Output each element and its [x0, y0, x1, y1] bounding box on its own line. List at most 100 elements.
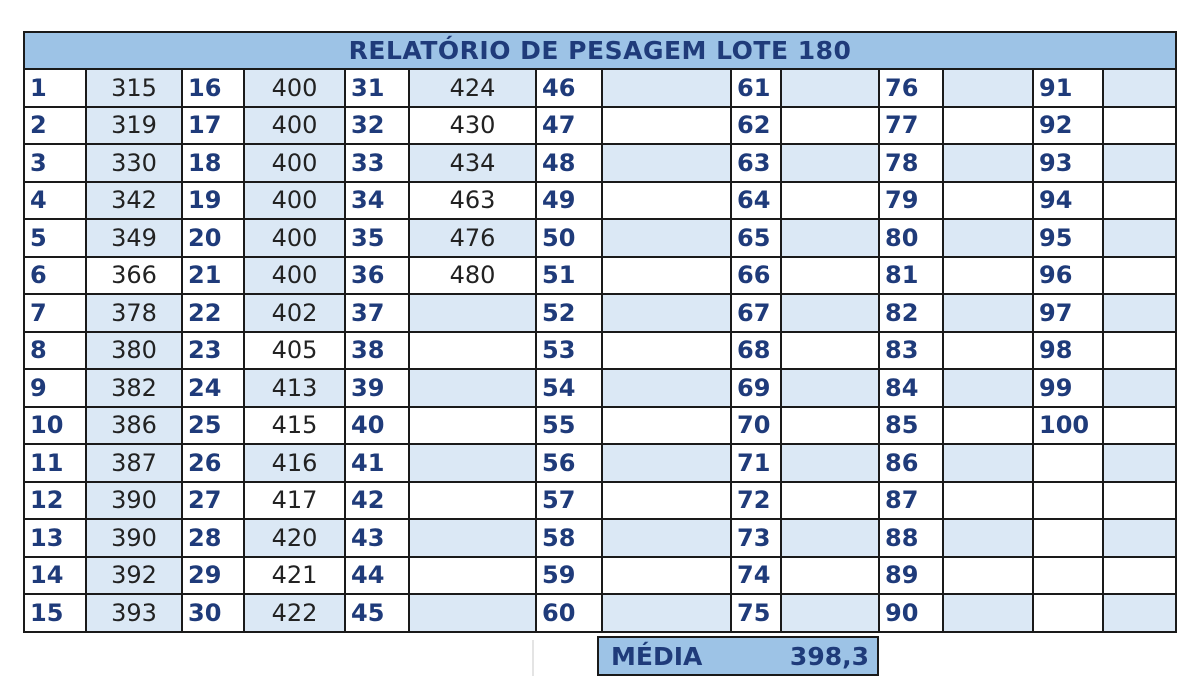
- row-number-cell: 26: [181, 443, 245, 483]
- row-number-cell: 63: [730, 143, 782, 183]
- weight-cell: 480: [408, 255, 537, 295]
- weight-cell: 424: [408, 68, 537, 108]
- weight-cell: [780, 255, 880, 295]
- weight-cell: 400: [243, 143, 346, 183]
- weight-cell: [1101, 105, 1178, 145]
- row-number-cell: [1032, 518, 1104, 558]
- row-number-cell: 87: [878, 480, 944, 520]
- row-number-cell: 3: [23, 143, 87, 183]
- weight-cell: [408, 330, 537, 370]
- row-number-cell: 83: [878, 330, 944, 370]
- weight-cell: [942, 255, 1034, 295]
- row-number-cell: 20: [181, 218, 245, 258]
- weight-cell: [780, 368, 880, 408]
- weight-cell: [942, 180, 1034, 220]
- row-number-cell: 44: [344, 555, 410, 595]
- row-number-cell: 1: [23, 68, 87, 108]
- row-number-cell: 9: [23, 368, 87, 408]
- weight-cell: [601, 480, 732, 520]
- row-number-cell: 15: [23, 593, 87, 633]
- row-number-cell: 11: [23, 443, 87, 483]
- weight-cell: 400: [243, 180, 346, 220]
- row-number-cell: 24: [181, 368, 245, 408]
- row-number-cell: 55: [535, 405, 603, 445]
- weight-cell: [1101, 368, 1178, 408]
- weight-cell: [942, 330, 1034, 370]
- row-number-cell: 60: [535, 593, 603, 633]
- table-row: 15 393 30 422 45 60 75 90: [23, 593, 1178, 633]
- weight-cell: 366: [85, 255, 183, 295]
- row-number-cell: 22: [181, 293, 245, 333]
- row-number-cell: 18: [181, 143, 245, 183]
- weight-cell: [942, 518, 1034, 558]
- weight-cell: [601, 143, 732, 183]
- weight-cell: [1101, 180, 1178, 220]
- row-number-cell: [1032, 593, 1104, 633]
- row-number-cell: 58: [535, 518, 603, 558]
- table-row: 10 386 25 415 40 55 70 85 100: [23, 405, 1178, 445]
- row-number-cell: 62: [730, 105, 782, 145]
- weight-cell: [408, 518, 537, 558]
- weight-cell: [601, 218, 732, 258]
- weight-cell: [408, 368, 537, 408]
- weight-cell: [1101, 143, 1178, 183]
- weight-cell: [942, 143, 1034, 183]
- row-number-cell: 94: [1032, 180, 1104, 220]
- weight-cell: [780, 405, 880, 445]
- row-number-cell: 36: [344, 255, 410, 295]
- weight-cell: [942, 105, 1034, 145]
- weight-cell: 382: [85, 368, 183, 408]
- weight-cell: [601, 368, 732, 408]
- row-number-cell: 32: [344, 105, 410, 145]
- weight-cell: 417: [243, 480, 346, 520]
- weight-cell: [601, 293, 732, 333]
- weight-cell: 476: [408, 218, 537, 258]
- row-number-cell: 90: [878, 593, 944, 633]
- weight-cell: [1101, 68, 1178, 108]
- weight-cell: 420: [243, 518, 346, 558]
- weight-cell: [408, 443, 537, 483]
- row-number-cell: 51: [535, 255, 603, 295]
- weight-cell: [942, 443, 1034, 483]
- weight-cell: [601, 518, 732, 558]
- row-number-cell: 64: [730, 180, 782, 220]
- weight-cell: [601, 68, 732, 108]
- row-number-cell: 68: [730, 330, 782, 370]
- weight-cell: [780, 293, 880, 333]
- weight-cell: [780, 518, 880, 558]
- row-number-cell: 91: [1032, 68, 1104, 108]
- weight-cell: 400: [243, 255, 346, 295]
- row-number-cell: 39: [344, 368, 410, 408]
- row-number-cell: 85: [878, 405, 944, 445]
- weight-cell: [601, 180, 732, 220]
- row-number-cell: 52: [535, 293, 603, 333]
- row-number-cell: 80: [878, 218, 944, 258]
- average-value: 398,3: [789, 641, 869, 671]
- row-number-cell: 100: [1032, 405, 1104, 445]
- weight-cell: [942, 68, 1034, 108]
- table-row: 4 342 19 400 34 463 49 64 79 94: [23, 180, 1178, 220]
- row-number-cell: 16: [181, 68, 245, 108]
- weight-cell: [780, 593, 880, 633]
- average-label: MÉDIA: [611, 641, 703, 671]
- row-number-cell: 30: [181, 593, 245, 633]
- weight-cell: [601, 255, 732, 295]
- weight-cell: 330: [85, 143, 183, 183]
- table-row: 8 380 23 405 38 53 68 83 98: [23, 330, 1178, 370]
- weight-cell: 421: [243, 555, 346, 595]
- row-number-cell: 93: [1032, 143, 1104, 183]
- weight-cell: [408, 555, 537, 595]
- weight-cell: 434: [408, 143, 537, 183]
- weighing-report-table: RELATÓRIO DE PESAGEM LOTE 180 1 315 16 400 3…: [22, 31, 1178, 633]
- table-row: 7 378 22 402 37 52 67 82 97: [23, 293, 1178, 333]
- weight-cell: [601, 555, 732, 595]
- weight-cell: 392: [85, 555, 183, 595]
- weight-cell: [601, 443, 732, 483]
- row-number-cell: 79: [878, 180, 944, 220]
- row-number-cell: 76: [878, 68, 944, 108]
- table-row: 1 315 16 400 31 424 46 61 76 91: [23, 68, 1178, 108]
- row-number-cell: 74: [730, 555, 782, 595]
- weight-cell: [1101, 255, 1178, 295]
- weight-cell: [1101, 480, 1178, 520]
- row-number-cell: 65: [730, 218, 782, 258]
